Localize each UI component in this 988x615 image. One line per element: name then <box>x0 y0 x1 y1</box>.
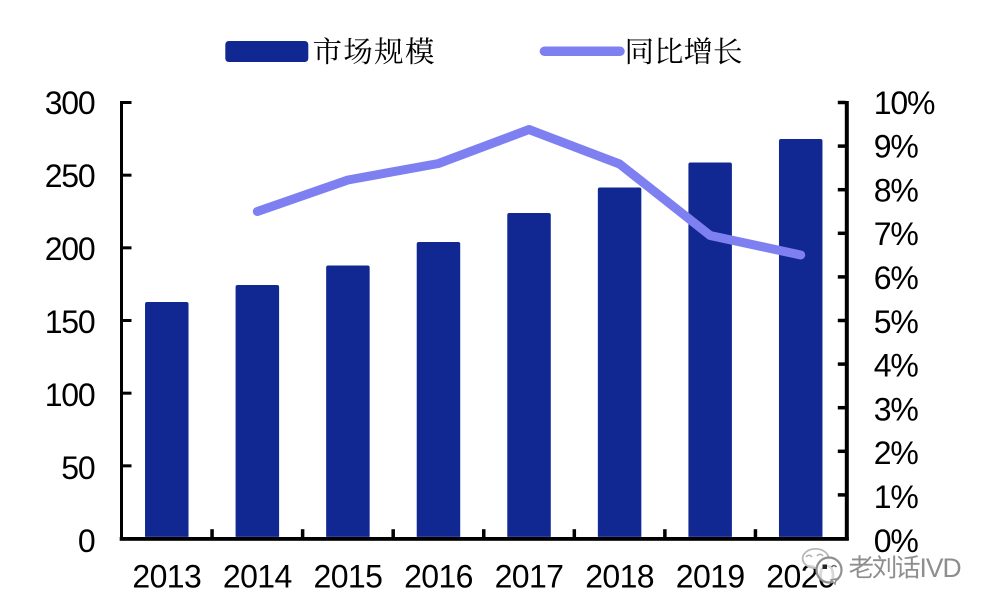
svg-text:100: 100 <box>45 377 95 413</box>
svg-text:3%: 3% <box>874 391 919 427</box>
svg-text:7%: 7% <box>874 216 919 252</box>
svg-text:2013: 2013 <box>132 559 201 595</box>
svg-text:150: 150 <box>45 304 95 340</box>
svg-text:6%: 6% <box>874 260 919 296</box>
svg-text:2017: 2017 <box>495 559 564 595</box>
svg-text:10%: 10% <box>874 85 935 121</box>
svg-text:2014: 2014 <box>223 559 292 595</box>
svg-text:0%: 0% <box>874 523 919 559</box>
svg-text:5%: 5% <box>874 304 919 340</box>
svg-text:2019: 2019 <box>676 559 745 595</box>
svg-text:300: 300 <box>45 85 95 121</box>
svg-text:9%: 9% <box>874 129 919 165</box>
svg-text:8%: 8% <box>874 172 919 208</box>
svg-text:IVD: IVD <box>920 553 961 583</box>
svg-text:0: 0 <box>78 523 95 559</box>
svg-text:2018: 2018 <box>585 559 654 595</box>
svg-text:2%: 2% <box>874 435 919 471</box>
svg-text:2015: 2015 <box>314 559 383 595</box>
svg-text:250: 250 <box>45 158 95 194</box>
svg-text:50: 50 <box>61 450 95 486</box>
svg-text:1%: 1% <box>874 479 919 515</box>
svg-text:4%: 4% <box>874 348 919 384</box>
svg-text:200: 200 <box>45 231 95 267</box>
svg-text:2016: 2016 <box>404 559 473 595</box>
